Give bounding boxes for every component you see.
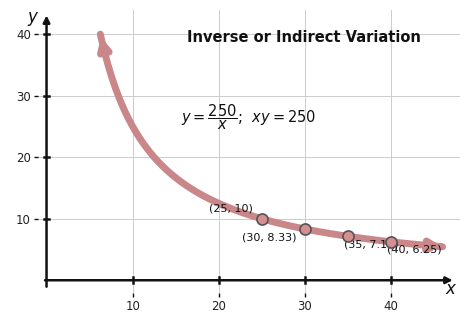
Text: $y = \dfrac{250}{x}$;  $xy = 250$: $y = \dfrac{250}{x}$; $xy = 250$: [181, 102, 317, 132]
Text: (25, 10): (25, 10): [210, 204, 253, 214]
Text: $y$: $y$: [27, 10, 40, 28]
Text: (40, 6.25): (40, 6.25): [387, 245, 441, 255]
Text: (30, 8.33): (30, 8.33): [242, 232, 296, 242]
Text: $x$: $x$: [445, 280, 457, 299]
Text: (35, 7.14): (35, 7.14): [344, 239, 398, 249]
Text: Inverse or Indirect Variation: Inverse or Indirect Variation: [187, 30, 420, 45]
